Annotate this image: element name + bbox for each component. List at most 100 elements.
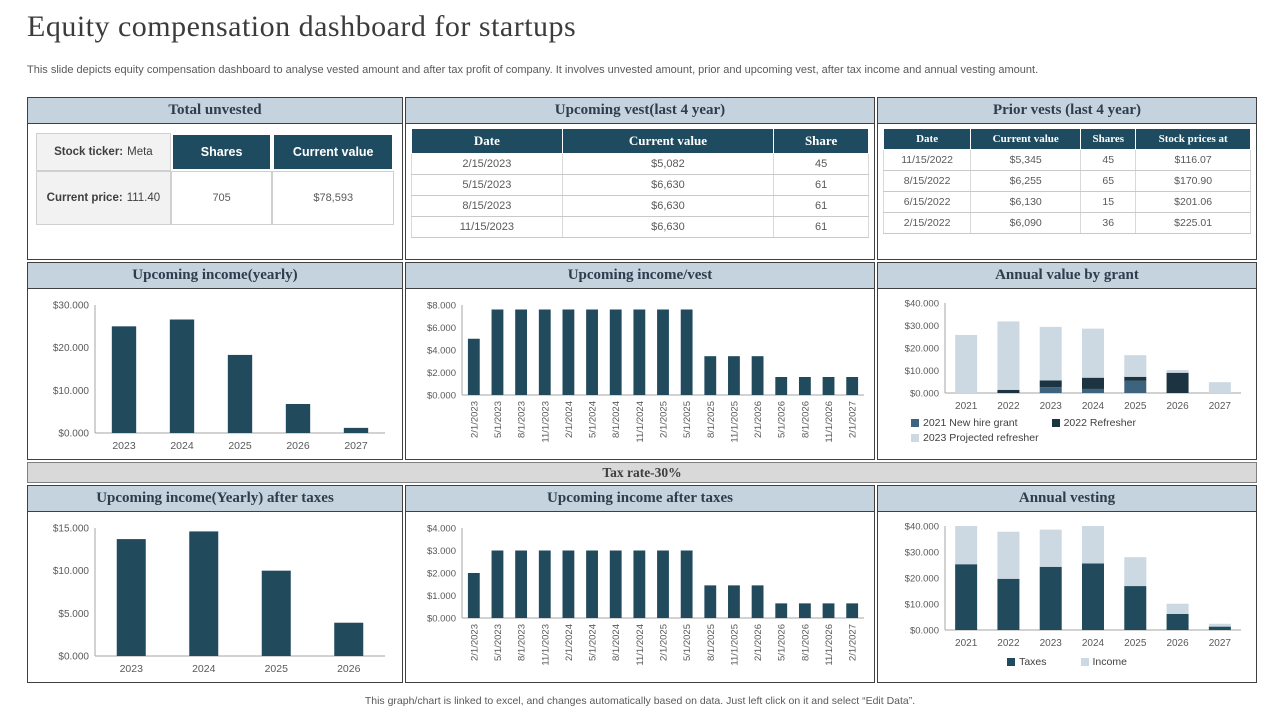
panel-upcoming-income-yearly: Upcoming income(yearly) $0.000 $10.000 $20… (27, 262, 403, 460)
svg-text:2024: 2024 (1082, 638, 1105, 649)
table-cell: $6,630 (561, 195, 775, 217)
svg-text:5/1/2023: 5/1/2023 (493, 401, 504, 438)
bar-chart-upcoming-income-vest[interactable]: $0.000 $2.000 $4.000 $6.000 $8.000 2/1/2023 5/… (408, 293, 872, 459)
column-header: Date (882, 128, 972, 150)
svg-text:$10.000: $10.000 (905, 366, 939, 377)
bar-chart-upcoming-income-after-taxes[interactable]: $0.000 $1.000 $2.000 $3.000 $4.000 2/1/2023 5/… (408, 516, 872, 682)
svg-text:$30.000: $30.000 (905, 548, 939, 559)
table-cell: 2/15/2023 (411, 153, 563, 175)
chart-legend-annual-vesting: Taxes Income (880, 656, 1254, 668)
table-cell: $6,255 (970, 170, 1082, 192)
legend-label: 2023 Projected refresher (923, 432, 1039, 444)
svg-text:5/1/2026: 5/1/2026 (777, 401, 788, 438)
chart-svg: $0.000 $10.000 $20.000 $30.000 2023 2024 2025 2… (53, 301, 385, 452)
svg-text:2/1/2024: 2/1/2024 (564, 624, 575, 661)
svg-text:$20.000: $20.000 (905, 574, 939, 585)
panel-title-annual-vesting: Annual vesting (878, 486, 1256, 512)
stacked-bar-chart-annual-value-by-grant[interactable]: $0.000 $10.000 $20.000 $30.000 $40.000 2021 20… (880, 293, 1254, 415)
prior-vests-table: Date Current value Shares Stock prices at 11… (878, 124, 1256, 259)
stock-ticker-label: Stock ticker: (54, 146, 124, 158)
table-cell: 61 (773, 195, 869, 217)
legend-item: 2023 Projected refresher (911, 432, 1039, 444)
svg-text:2/1/2023: 2/1/2023 (469, 624, 480, 661)
table-row: 5/15/2023 $6,630 61 (411, 174, 869, 196)
table-cell: $6,130 (970, 191, 1082, 213)
chart-svg: $0.000 $10.000 $20.000 $30.000 $40.000 2021 20… (905, 522, 1241, 649)
svg-text:$1.000: $1.000 (427, 591, 456, 602)
table-cell: 11/15/2022 (882, 149, 972, 171)
panel-upcoming-income-after-taxes: Upcoming income after taxes $0.000 $1.000… (405, 485, 875, 683)
svg-text:8/1/2023: 8/1/2023 (517, 401, 528, 438)
svg-text:8/1/2025: 8/1/2025 (706, 401, 717, 438)
footer-note: This graph/chart is linked to excel, and… (364, 695, 916, 707)
svg-text:2021: 2021 (955, 638, 978, 649)
svg-text:$0.000: $0.000 (58, 652, 89, 663)
svg-text:11/1/2024: 11/1/2024 (635, 401, 646, 443)
svg-text:2023: 2023 (1040, 638, 1063, 649)
chart-svg: $0.000 $10.000 $20.000 $30.000 $40.000 2021 20… (905, 299, 1241, 412)
table-cell: $170.90 (1135, 170, 1251, 192)
total-unvested-body: Stock ticker: Meta Shares Current value … (28, 124, 402, 259)
svg-text:2/1/2023: 2/1/2023 (469, 401, 480, 438)
table-row: 6/15/2022 $6,130 15 $201.06 (882, 191, 1251, 213)
table-header-row: Date Current value Shares Stock prices at (882, 128, 1251, 150)
svg-text:$0.000: $0.000 (910, 626, 939, 637)
legend-swatch-icon (1080, 658, 1089, 666)
svg-text:2025: 2025 (1124, 638, 1147, 649)
svg-text:2021: 2021 (955, 401, 978, 412)
chart-svg: $0.000 $2.000 $4.000 $6.000 $8.000 2/1/2023 5/… (427, 301, 864, 443)
data-table: Date Current value Shares Stock prices at 11… (882, 128, 1251, 234)
svg-text:2025: 2025 (265, 663, 289, 675)
svg-text:$20.000: $20.000 (905, 344, 939, 355)
panel-total-unvested: Total unvested Stock ticker: Meta Shares… (27, 97, 403, 260)
stock-ticker-cell: Stock ticker: Meta (36, 133, 171, 171)
svg-text:2025: 2025 (228, 440, 252, 452)
legend-swatch-icon (1007, 658, 1016, 666)
current-value-column-header: Current value (272, 133, 394, 171)
bar-chart-upcoming-income-yearly[interactable]: $0.000 $10.000 $20.000 $30.000 2023 2024 2025 2… (30, 293, 400, 459)
table-cell: 8/15/2023 (411, 195, 563, 217)
panel-upcoming-income-vest: Upcoming income/vest $0.000 $2.000 $4.000 $… (405, 262, 875, 460)
svg-text:$10.000: $10.000 (905, 600, 939, 611)
svg-text:2024: 2024 (1082, 401, 1105, 412)
table-cell: $225.01 (1135, 212, 1251, 234)
table-cell: 5/15/2023 (411, 174, 563, 196)
panel-title-upcoming-income-yearly-after-taxes: Upcoming income(Yearly) after taxes (28, 486, 402, 512)
panel-title-prior-vests: Prior vests (last 4 year) (878, 98, 1256, 124)
legend-item: Income (1080, 656, 1127, 668)
svg-text:$40.000: $40.000 (905, 522, 939, 533)
page-title: Equity compensation dashboard for startu… (27, 10, 577, 43)
svg-text:11/1/2023: 11/1/2023 (540, 624, 551, 666)
svg-text:$30.000: $30.000 (905, 321, 939, 332)
table-cell: 45 (1080, 149, 1137, 171)
column-header: Stock prices at (1135, 128, 1251, 150)
svg-text:5/1/2025: 5/1/2025 (682, 624, 693, 661)
svg-text:11/1/2025: 11/1/2025 (729, 624, 740, 666)
bar-chart-upcoming-income-yearly-after-taxes[interactable]: $0.000 $5.000 $10.000 $15.000 2023 2024 2025 20… (30, 516, 400, 682)
svg-text:2023: 2023 (120, 663, 144, 675)
svg-text:$0.000: $0.000 (427, 391, 456, 402)
table-cell: 8/15/2022 (882, 170, 972, 192)
upcoming-vest-table: Date Current value Share 2/15/2023 $5,082 45 5… (406, 124, 874, 259)
legend-swatch-icon (911, 434, 919, 442)
svg-text:5/1/2024: 5/1/2024 (588, 401, 599, 438)
column-header: Share (773, 128, 869, 154)
current-price-value: 111.40 (126, 192, 161, 204)
svg-text:2/1/2025: 2/1/2025 (659, 401, 670, 438)
table-cell: $5,082 (561, 153, 775, 175)
svg-text:$0.000: $0.000 (910, 389, 939, 400)
panel-prior-vests: Prior vests (last 4 year) Date Current va… (877, 97, 1257, 260)
svg-text:$6.000: $6.000 (427, 323, 456, 334)
svg-text:2027: 2027 (1209, 638, 1232, 649)
svg-text:$10.000: $10.000 (53, 386, 90, 397)
svg-text:$2.000: $2.000 (427, 368, 456, 379)
table-cell: $6,090 (970, 212, 1082, 234)
legend-label: Income (1092, 656, 1127, 668)
legend-item: 2022 Refresher (1051, 417, 1136, 429)
panel-title-upcoming-vest: Upcoming vest(last 4 year) (406, 98, 874, 124)
stacked-bar-chart-annual-vesting[interactable]: $0.000 $10.000 $20.000 $30.000 $40.000 2021 20… (880, 516, 1254, 654)
panel-title-upcoming-income-after-taxes: Upcoming income after taxes (406, 486, 874, 512)
current-price-cell: Current price: 111.40 (36, 171, 171, 225)
svg-text:2023: 2023 (112, 440, 136, 452)
svg-text:2025: 2025 (1124, 401, 1147, 412)
